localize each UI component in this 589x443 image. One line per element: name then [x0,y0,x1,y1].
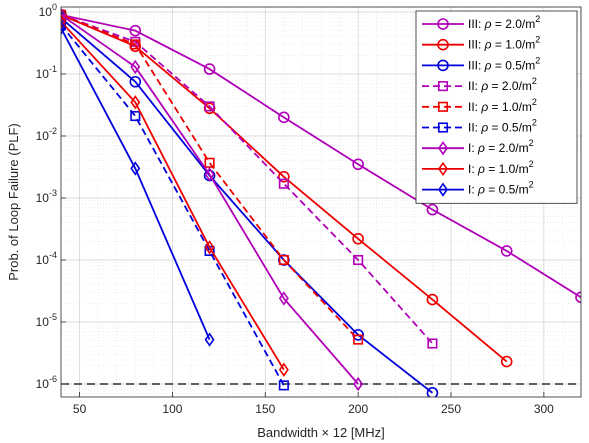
x-tick-label: 150 [255,402,275,416]
data-point [575,291,581,304]
data-point [61,19,67,30]
data-point [437,18,449,30]
data-point [204,167,215,182]
data-point [426,387,439,397]
legend-item: I: ρ = 2.0/m2 [422,138,534,156]
series-line [61,13,581,299]
data-point [352,232,364,245]
data-point [130,110,141,122]
x-tick-label: 250 [441,402,461,416]
y-tick-label: 10-2 [36,126,57,143]
legend-label: III: ρ = 0.5/m2 [468,55,540,72]
legend-label: I: ρ = 1.0/m2 [468,159,534,176]
y-tick-label: 10-3 [36,188,57,205]
x-tick-label: 200 [348,402,368,416]
legend-box [415,10,578,204]
legend-label: II: ρ = 2.0/m2 [468,76,537,93]
legend: III: ρ = 2.0/m2 III: ρ = 1.0/m2 III: ρ = 0… [415,10,578,204]
data-point [427,338,438,349]
data-point [130,161,141,176]
y-tick-label: 100 [39,2,57,19]
y-tick-label: 10-6 [36,374,57,391]
data-point [437,101,449,112]
data-point [130,59,141,75]
data-point [426,203,439,216]
axes: 50 100 150 200 250 300 100 10-1 10-2 10-3 10-4 10-5… [36,2,555,416]
series-line [61,20,285,371]
y-tick-label: 10-4 [36,250,57,267]
legend-item: II: ρ = 2.0/m2 [422,76,537,93]
data-point [204,332,215,347]
series-line [61,13,434,345]
legend-label: II: ρ = 0.5/m2 [468,118,537,135]
data-point [278,111,290,124]
data-point [278,254,289,266]
data-point [437,59,449,72]
series [61,7,364,392]
data-point [61,20,66,36]
series-line [61,17,433,394]
series-line [61,27,211,340]
legend-label: II: ρ = 1.0/m2 [468,97,537,114]
data-point [278,362,289,377]
data-point [203,63,216,75]
legend-item: III: ρ = 2.0/m2 [422,14,540,31]
data-point [500,245,513,257]
data-point [438,182,448,197]
data-point [278,291,289,306]
data-point [204,240,215,255]
legend-item: I: ρ = 0.5/m2 [422,180,534,197]
data-point [438,161,448,177]
legend-item: II: ρ = 1.0/m2 [422,97,537,114]
data-point [204,101,215,112]
series-line [61,24,285,386]
data-point [130,39,141,50]
data-point [129,24,142,37]
data-point [278,380,289,391]
data-point [278,178,289,189]
data-point [352,158,364,171]
data-point [437,81,449,92]
data-point [353,334,364,345]
y-tick-label: 10-1 [36,64,57,81]
legend-item: III: ρ = 0.5/m2 [422,55,540,72]
x-tick-label: 300 [534,402,554,416]
legend-item: III: ρ = 1.0/m2 [422,35,540,52]
legend-label: III: ρ = 1.0/m2 [468,35,540,52]
series-line [61,14,359,341]
data-point [130,95,141,110]
series-line [61,14,359,385]
x-axis-title: Bandwidth × 12 [MHz] [257,425,385,440]
data-point [61,7,66,22]
legend-item: II: ρ = 0.5/m2 [422,118,537,135]
data-point [437,38,449,51]
data-point [437,122,449,133]
data-point [129,75,142,88]
y-axis-title: Prob. of Loop Failure (PLF) [6,123,21,281]
series [61,14,289,377]
legend-item: I: ρ = 1.0/m2 [422,159,534,177]
data-point [438,141,448,156]
data-point [278,170,290,183]
data-point [353,376,364,392]
x-tick-label: 100 [162,402,182,416]
y-tick-label: 10-5 [36,312,57,329]
plot-frame [60,6,582,398]
legend-label: I: ρ = 2.0/m2 [468,138,534,155]
data-point [500,355,513,368]
x-tick-label: 50 [73,402,87,416]
data-point [61,14,66,29]
data-point [426,293,439,306]
series-layer [61,7,581,397]
data-point [204,157,215,168]
data-point [353,254,364,266]
legend-label: I: ρ = 0.5/m2 [468,180,534,197]
legend-label: III: ρ = 2.0/m2 [468,14,540,31]
series [61,20,215,347]
